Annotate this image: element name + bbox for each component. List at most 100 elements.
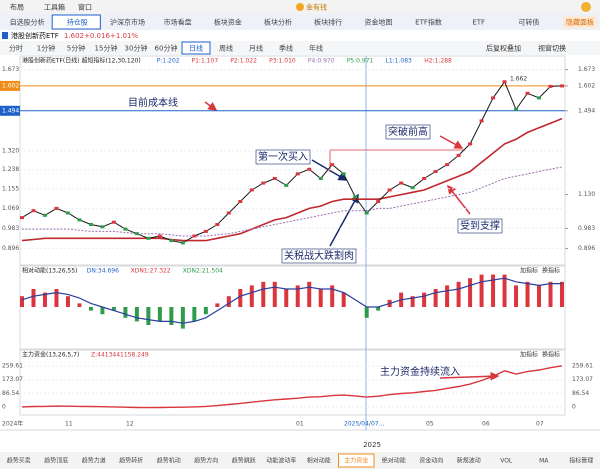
momentum-bar	[157, 307, 162, 322]
period[interactable]: 日线	[189, 44, 203, 53]
tab[interactable]: 沪深京市场	[110, 18, 145, 27]
tab[interactable]: 市场看盘	[164, 18, 192, 27]
avatar[interactable]	[581, 2, 591, 12]
period[interactable]: 5分钟	[67, 44, 85, 53]
bottom-tab[interactable]: MA	[539, 458, 549, 465]
hide-panel-button[interactable]	[563, 16, 597, 28]
bottom-tab[interactable]: 趋势力道	[82, 457, 106, 465]
tab[interactable]: 可转债	[518, 18, 539, 27]
momentum-bar	[123, 307, 128, 318]
candle	[192, 234, 197, 238]
candle	[88, 222, 93, 226]
momentum-bar	[537, 285, 542, 307]
bottom-tab[interactable]: 指标管理	[569, 457, 593, 465]
tab[interactable]: 自选股分析	[10, 18, 45, 27]
annotation: 第一次买入	[258, 150, 308, 163]
pane-button[interactable]: 加指标	[520, 267, 538, 275]
right-tick-label: 0.983	[578, 225, 595, 232]
right-tick-label: 259.61	[572, 363, 593, 370]
momentum-bar	[456, 281, 461, 307]
bottom-tab[interactable]: 趋势跳跃	[232, 457, 256, 465]
right-tick-label: 86.54	[572, 390, 589, 397]
quote-icon	[2, 32, 8, 39]
bottom-tab[interactable]: 动能波动率	[266, 457, 296, 465]
candle	[525, 91, 530, 95]
bottom-tab[interactable]: 相对动能	[307, 457, 331, 465]
candle	[65, 211, 70, 215]
period[interactable]: 15分钟	[95, 44, 118, 53]
bottom-tab[interactable]: 趋势转折	[119, 457, 143, 465]
bottom-tab[interactable]: 趋势方向	[194, 457, 218, 465]
candle	[433, 170, 438, 174]
period-tool[interactable]: 后复权叠加	[486, 44, 521, 53]
y-tick-label: 1.673	[2, 66, 19, 73]
pane-button[interactable]: 加指标	[520, 351, 538, 359]
momentum-bar	[491, 274, 496, 307]
candle	[54, 206, 59, 210]
pane-button[interactable]: 换指标	[542, 267, 560, 275]
candle	[399, 181, 404, 185]
momentum-bar	[376, 307, 381, 311]
momentum-bar	[560, 281, 564, 307]
period[interactable]: 月线	[249, 44, 263, 53]
brand-icon	[296, 3, 304, 11]
menu-item[interactable]: 工具箱	[44, 3, 65, 12]
tab[interactable]: 板块资金	[214, 18, 242, 27]
momentum-bar	[261, 281, 266, 307]
period[interactable]: 分时	[9, 44, 23, 53]
tab[interactable]: 持仓股	[67, 18, 88, 27]
indicator-info: 港股创新药ETF(日线) 超短指标(12,30,120)	[22, 57, 141, 65]
period[interactable]: 周线	[219, 44, 233, 53]
annotation: 目前成本线	[128, 96, 178, 109]
candle	[422, 176, 427, 180]
bottom-tab[interactable]: 趋势机动	[157, 457, 181, 465]
period[interactable]: 季线	[279, 44, 293, 53]
candle	[560, 84, 564, 88]
moving-average	[21, 117, 563, 242]
bottom-tab[interactable]: 趋势顶底	[44, 457, 68, 465]
bottom-tab-active[interactable]	[338, 453, 375, 468]
bottom-tab[interactable]: 主力资金	[344, 457, 368, 465]
bottom-tab[interactable]: 新规波动	[457, 457, 481, 465]
menu-item[interactable]: 布局	[10, 3, 24, 12]
bottom-tab[interactable]: 绝对动能	[382, 457, 406, 465]
tab[interactable]: 板块排行	[314, 18, 342, 27]
tab[interactable]: 资金地图	[364, 18, 392, 27]
momentum-pane	[19, 265, 566, 350]
tab[interactable]: ETF	[472, 19, 485, 27]
candle	[491, 96, 496, 100]
x-tick-label: 2024年	[2, 420, 23, 428]
momentum-bar	[42, 292, 47, 307]
quote-bar	[0, 30, 600, 41]
hide-panel[interactable]: 隐藏面板	[566, 18, 594, 27]
momentum-bar	[364, 307, 369, 318]
tab[interactable]: ETF指数	[415, 18, 442, 27]
tab[interactable]: 板块分析	[264, 18, 292, 27]
bottom-tab[interactable]: VOL	[500, 458, 513, 465]
momentum-bar	[307, 281, 312, 307]
bottom-tab[interactable]: 趋势买卖	[7, 457, 31, 465]
period[interactable]: 年线	[309, 44, 323, 53]
period-tool[interactable]: 视窗切换	[538, 44, 566, 53]
pane-button[interactable]: 换指标	[542, 351, 560, 359]
period-active[interactable]	[181, 41, 211, 55]
momentum-bar	[77, 303, 82, 307]
bottom-tab[interactable]: 资金动向	[419, 457, 443, 465]
y-tick-label: 1.602	[2, 82, 19, 89]
right-tick-label: 1.494	[578, 107, 595, 114]
y-tick-badge	[0, 80, 20, 91]
period[interactable]: 1分钟	[37, 44, 55, 53]
tab-active[interactable]	[51, 14, 101, 30]
period[interactable]: 30分钟	[125, 44, 148, 53]
menu-item[interactable]: 窗口	[78, 3, 92, 12]
indicator-info: P5:0.971	[347, 58, 374, 65]
candle	[364, 211, 369, 215]
momentum-bar	[422, 292, 427, 307]
y-tick-label: 86.54	[2, 390, 19, 397]
momentum-bar	[20, 296, 24, 307]
momentum-bar	[192, 307, 197, 322]
momentum-line	[21, 277, 562, 324]
right-tick-label: 0	[572, 403, 576, 410]
period[interactable]: 60分钟	[155, 44, 178, 53]
